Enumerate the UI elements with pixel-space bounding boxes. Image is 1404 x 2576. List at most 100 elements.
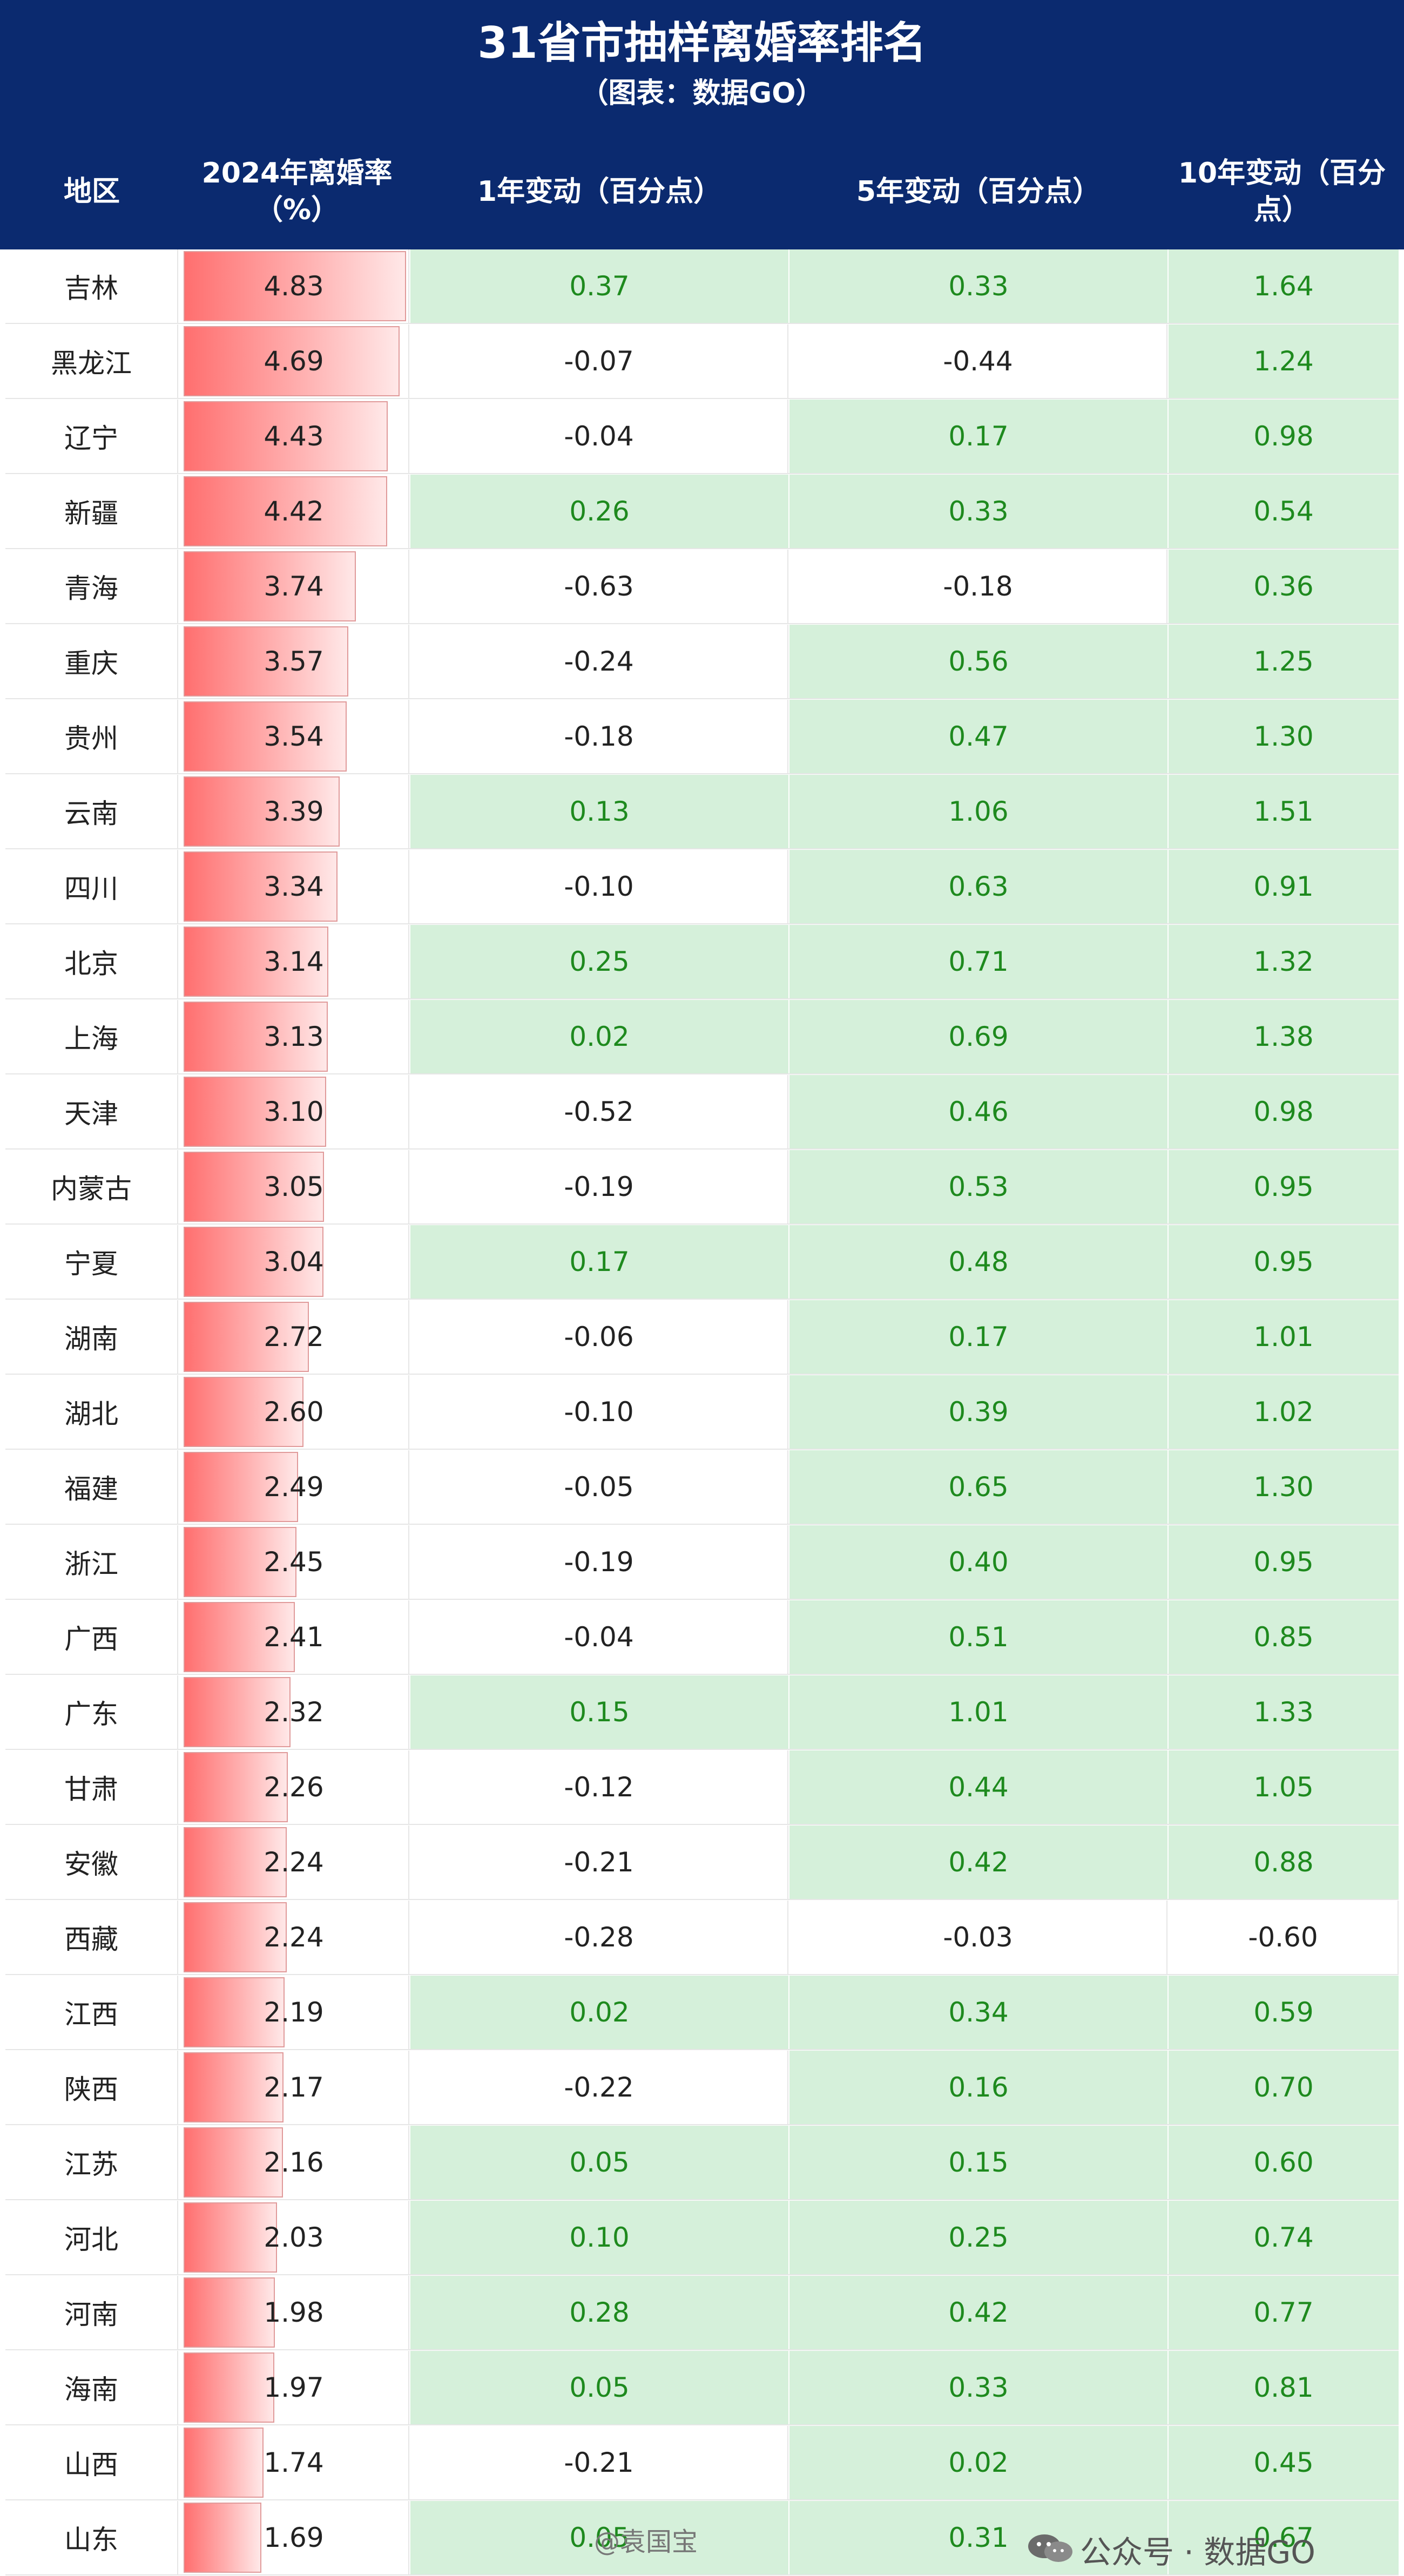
region-cell: 浙江 [5,1525,178,1599]
row-divider [5,1073,1399,1074]
rate-cell: 4.83 [179,249,409,323]
change-5y-cell: 0.17 [789,400,1167,473]
region-cell: 广西 [5,1600,178,1674]
change-10y-cell: 0.54 [1169,475,1399,548]
table-row: 上海 3.13 0.02 0.69 1.38 [0,1000,1404,1075]
rate-bar [184,1077,326,1147]
region-cell: 重庆 [5,625,178,698]
rate-value: 3.39 [264,796,324,827]
rate-cell: 3.10 [179,1075,409,1148]
row-divider [5,1449,1399,1450]
rate-bar [184,2503,261,2573]
region-cell: 山东 [5,2501,178,2574]
rate-cell: 2.17 [179,2051,409,2124]
row-divider [5,998,1399,999]
change-5y-cell: 0.42 [789,2276,1167,2349]
region-cell: 吉林 [5,249,178,323]
table-row: 安徽 2.24 -0.21 0.42 0.88 [0,1825,1404,1901]
change-5y-cell: 1.06 [789,775,1167,848]
rate-bar [184,701,347,772]
rate-cell: 3.14 [179,925,409,998]
rate-value: 2.16 [264,2147,324,2178]
change-5y-cell: 0.46 [789,1075,1167,1148]
row-divider [5,2424,1399,2425]
change-5y-cell: 0.16 [789,2051,1167,2124]
rate-bar [184,2052,284,2122]
change-10y-cell: 1.51 [1169,775,1399,848]
col-header-5y: 5年变动（百分点） [856,175,1101,208]
change-1y-cell: 0.13 [410,775,788,848]
table-row: 湖南 2.72 -0.06 0.17 1.01 [0,1300,1404,1375]
row-divider [5,398,1399,399]
row-divider [5,2049,1399,2050]
row-divider [5,623,1399,624]
rate-cell: 4.69 [179,324,409,398]
rate-bar [184,1152,324,1222]
region-cell: 贵州 [5,700,178,773]
change-5y-cell: -0.18 [789,550,1167,623]
rate-value: 3.74 [264,571,324,602]
table-row: 青海 3.74 -0.63 -0.18 0.36 [0,550,1404,625]
change-1y-cell: -0.24 [410,625,788,698]
col-header-rate: 2024年离婚率（%） [201,157,393,226]
rate-value: 2.17 [264,2072,324,2103]
table-row: 重庆 3.57 -0.24 0.56 1.25 [0,625,1404,700]
change-1y-cell: -0.21 [410,1825,788,1899]
rate-cell: 2.19 [179,1976,409,2049]
rate-bar [184,2127,283,2198]
change-10y-cell: -0.60 [1169,1901,1399,1974]
rate-value: 2.45 [264,1546,324,1578]
rate-bar [184,1002,328,1072]
region-cell: 河北 [5,2201,178,2274]
rate-cell: 2.16 [179,2126,409,2199]
change-10y-cell: 1.24 [1169,324,1399,398]
row-divider [5,2574,1399,2575]
change-5y-cell: 0.47 [789,700,1167,773]
rate-bar [184,1452,298,1522]
change-5y-cell: 0.48 [789,1225,1167,1299]
row-divider [5,2124,1399,2125]
rate-value: 4.69 [264,346,324,377]
row-divider [5,1899,1399,1900]
change-10y-cell: 1.38 [1169,1000,1399,1073]
change-10y-cell: 0.88 [1169,1825,1399,1899]
col-header-region: 地区 [63,175,120,208]
table-row: 福建 2.49 -0.05 0.65 1.30 [0,1450,1404,1525]
rate-value: 2.26 [264,1772,324,1803]
row-divider [5,473,1399,474]
rate-cell: 3.39 [179,775,409,848]
rate-value: 3.34 [264,871,324,902]
change-5y-cell: 0.02 [789,2426,1167,2499]
row-divider [5,1524,1399,1525]
rate-cell: 2.32 [179,1675,409,1749]
rate-value: 1.74 [264,2447,324,2478]
change-5y-cell: 0.51 [789,1600,1167,1674]
row-divider [5,773,1399,774]
table-row: 新疆 4.42 0.26 0.33 0.54 [0,475,1404,550]
table-row: 吉林 4.83 0.37 0.33 1.64 [0,249,1404,324]
rate-cell: 2.45 [179,1525,409,1599]
change-10y-cell: 0.95 [1169,1225,1399,1299]
change-5y-cell: 0.39 [789,1375,1167,1449]
change-5y-cell: 0.33 [789,2351,1167,2424]
row-divider [5,2199,1399,2200]
rate-bar [184,851,338,922]
change-10y-cell: 0.95 [1169,1525,1399,1599]
rate-bar [184,476,387,546]
rate-value: 2.24 [264,1847,324,1878]
change-10y-cell: 0.67 [1169,2501,1399,2574]
rate-value: 2.41 [264,1621,324,1653]
change-1y-cell: 0.05 [410,2126,788,2199]
rate-cell: 4.43 [179,400,409,473]
table-row: 湖北 2.60 -0.10 0.39 1.02 [0,1375,1404,1450]
rate-value: 2.24 [264,1922,324,1953]
region-cell: 海南 [5,2351,178,2424]
change-1y-cell: -0.28 [410,1901,788,1974]
weibo-watermark: @袁国宝 [594,2527,698,2557]
change-1y-cell: 0.02 [410,1000,788,1073]
change-1y-cell: -0.52 [410,1075,788,1148]
rate-value: 3.04 [264,1246,324,1277]
table-row: 广东 2.32 0.15 1.01 1.33 [0,1675,1404,1750]
rate-bar [184,626,348,697]
rate-bar [184,251,406,321]
